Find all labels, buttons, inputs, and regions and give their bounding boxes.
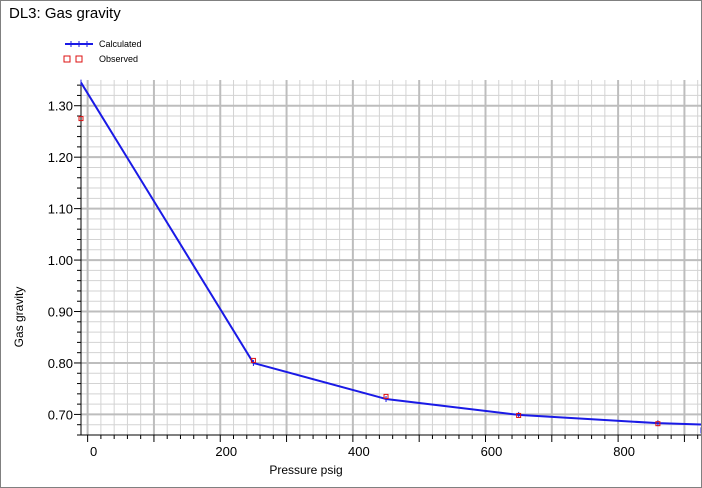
y-tick-label: 0.90 [48, 305, 73, 320]
y-tick-label: 1.20 [48, 150, 73, 165]
legend-observed-label: Observed [99, 54, 138, 64]
legend-calculated-label: Calculated [99, 39, 142, 49]
x-tick-label: 600 [481, 444, 503, 459]
y-axis-title: Gas gravity [12, 287, 26, 348]
x-axis-title: Pressure psig [269, 463, 342, 477]
legend-observed-swatch [75, 55, 83, 63]
y-tick-label: 1.00 [48, 253, 73, 268]
calculated-line [80, 82, 701, 432]
x-tick-label: 200 [215, 444, 237, 459]
plot-area [81, 80, 701, 435]
y-tick-label: 0.80 [48, 356, 73, 371]
y-tick-label: 0.70 [48, 407, 73, 422]
y-tick-label: 1.30 [48, 99, 73, 114]
observed-point [516, 412, 522, 418]
x-tick-label: 400 [348, 444, 370, 459]
observed-point [383, 393, 389, 399]
x-tick-label: 800 [613, 444, 635, 459]
legend-observed-swatch [63, 55, 71, 63]
observed-point [78, 116, 84, 122]
x-tick-label: 0 [90, 444, 97, 459]
y-tick-label: 1.10 [48, 202, 73, 217]
observed-point [250, 357, 256, 363]
chart-title: DL3: Gas gravity [9, 5, 121, 22]
observed-point [655, 421, 661, 427]
